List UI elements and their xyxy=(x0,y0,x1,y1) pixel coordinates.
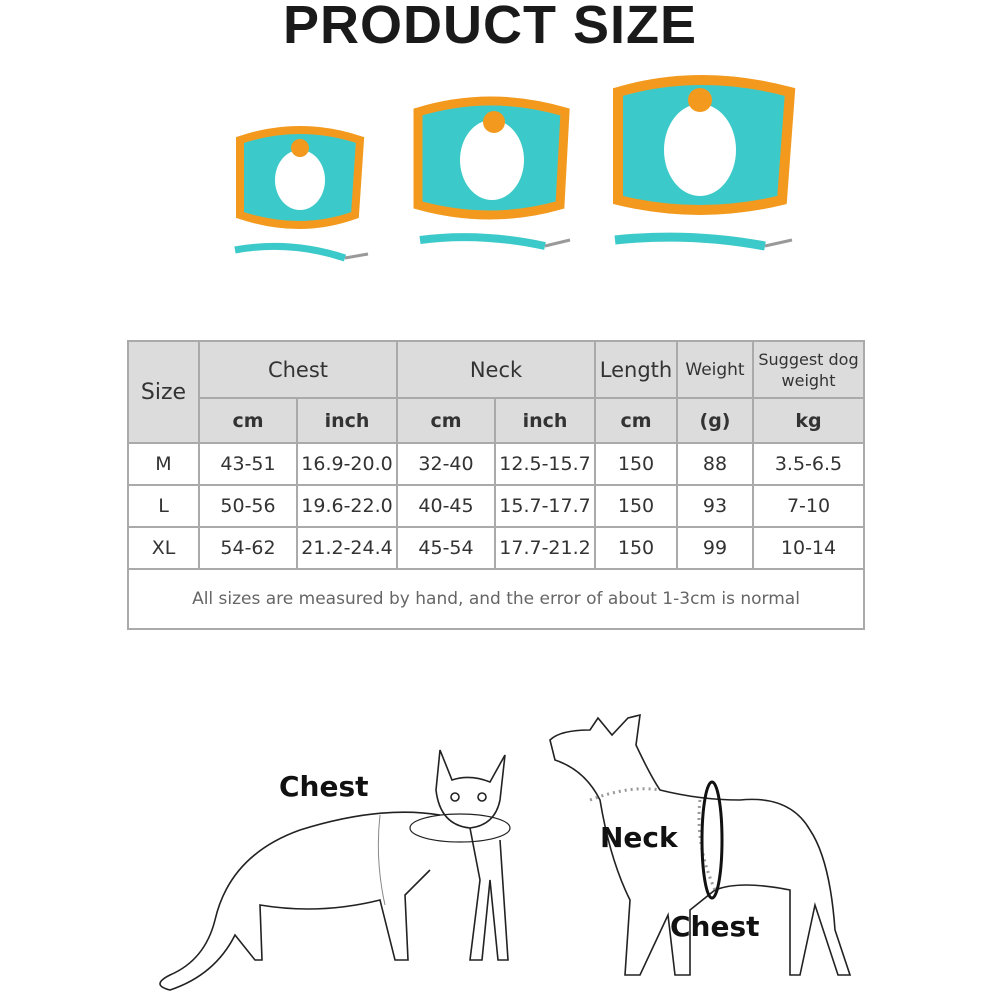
table-row: L 50-56 19.6-22.0 40-45 15.7-17.7 150 93… xyxy=(127,484,865,528)
table-cell: 21.2-24.4 xyxy=(296,526,398,570)
harness-l-image xyxy=(413,96,571,250)
table-cell: 93 xyxy=(676,484,754,528)
length-header: Length xyxy=(594,340,678,399)
table-cell: 54-62 xyxy=(198,526,298,570)
dog-chest-measure-ring xyxy=(700,780,724,900)
dog-neck-measure-line xyxy=(589,787,661,802)
measurement-note: All sizes are measured by hand, and the … xyxy=(127,568,865,630)
cat-chest-measure-line xyxy=(409,813,511,843)
table-cell: 10-14 xyxy=(752,526,865,570)
table-cell: 40-45 xyxy=(396,484,496,528)
table-cell: 45-54 xyxy=(396,526,496,570)
table-cell: 150 xyxy=(594,442,678,486)
unit-cell: inch xyxy=(296,397,398,444)
table-cell: 7-10 xyxy=(752,484,865,528)
unit-cell: cm xyxy=(594,397,678,444)
table-cell: 43-51 xyxy=(198,442,298,486)
neck-header: Neck xyxy=(396,340,596,399)
table-cell: 16.9-20.0 xyxy=(296,442,398,486)
unit-cell: cm xyxy=(396,397,496,444)
chest-header: Chest xyxy=(198,340,398,399)
table-cell: 99 xyxy=(676,526,754,570)
dog-chest-measure-dots xyxy=(697,799,717,891)
table-cell: 19.6-22.0 xyxy=(296,484,398,528)
cat-chest-label: Chest xyxy=(279,770,369,803)
table-cell: 17.7-21.2 xyxy=(494,526,596,570)
unit-cell: inch xyxy=(494,397,596,444)
unit-cell: cm xyxy=(198,397,298,444)
table-cell: M xyxy=(127,442,200,486)
table-cell: 12.5-15.7 xyxy=(494,442,596,486)
harness-m-image xyxy=(234,126,369,262)
table-cell: 50-56 xyxy=(198,484,298,528)
harness-xl-image xyxy=(613,75,796,251)
unit-cell: (g) xyxy=(676,397,754,444)
table-cell: 150 xyxy=(594,526,678,570)
table-cell: 15.7-17.7 xyxy=(494,484,596,528)
dog-chest-label: Chest xyxy=(670,910,760,943)
unit-cell: kg xyxy=(752,397,865,444)
dog-weight-header: Suggest dog weight xyxy=(752,340,865,399)
weight-header: Weight xyxy=(676,340,754,399)
table-row: M 43-51 16.9-20.0 32-40 12.5-15.7 150 88… xyxy=(127,442,865,486)
table-cell: 88 xyxy=(676,442,754,486)
table-cell: L xyxy=(127,484,200,528)
harness-product-images xyxy=(234,75,796,262)
table-cell: 32-40 xyxy=(396,442,496,486)
page-title: PRODUCT SIZE xyxy=(282,0,698,55)
table-cell: 150 xyxy=(594,484,678,528)
table-row: XL 54-62 21.2-24.4 45-54 17.7-21.2 150 9… xyxy=(127,526,865,570)
dog-neck-label: Neck xyxy=(600,821,678,854)
table-cell: XL xyxy=(127,526,200,570)
table-cell: 3.5-6.5 xyxy=(752,442,865,486)
size-chart-table: Size Chest Neck Length Weight Suggest do… xyxy=(127,340,865,630)
size-header: Size xyxy=(127,340,200,444)
